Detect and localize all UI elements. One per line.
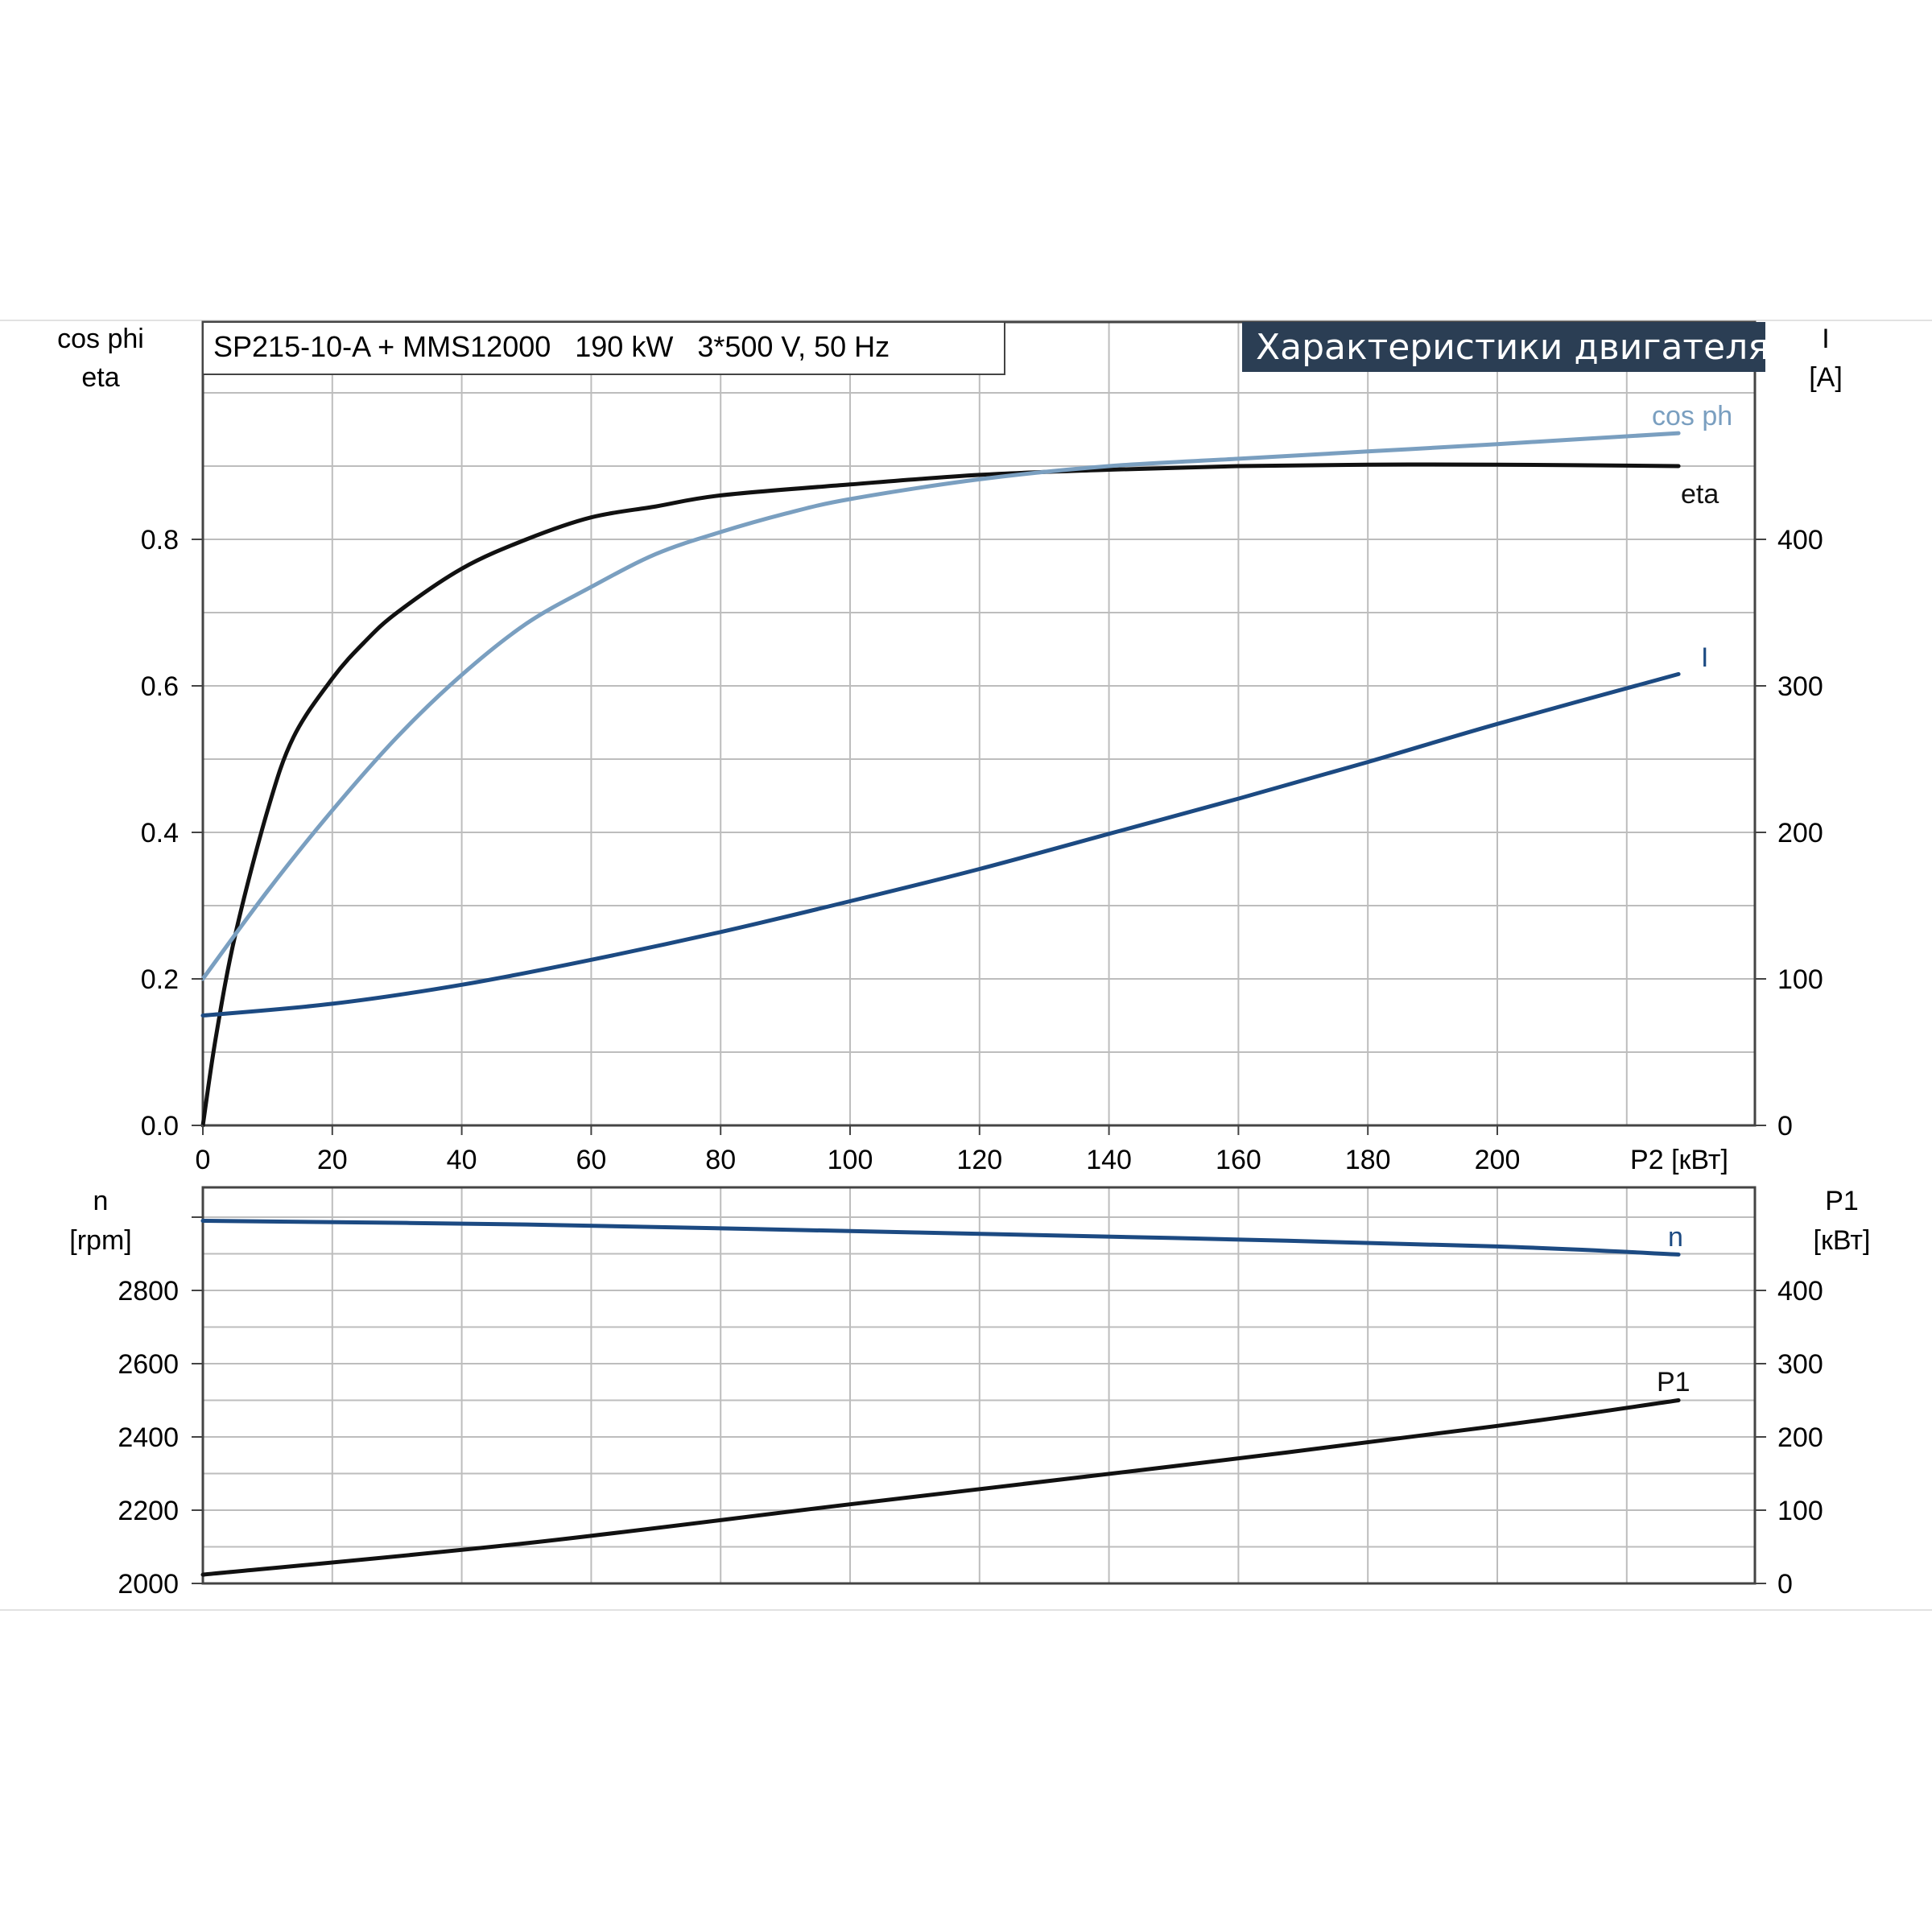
lower-left-tick-label: 2400 — [118, 1422, 179, 1453]
series-label-current: I — [1701, 642, 1708, 673]
upper-left-tick-label: 0.8 — [141, 525, 179, 555]
upper-right-axis-label-1: I — [1822, 324, 1829, 354]
title-badge-text: Характеристики двигателя — [1256, 327, 1769, 368]
upper-right-axis-label-2: [A] — [1809, 362, 1843, 393]
axis-ticks: 0 20 40 60 80 100 120 140 160 180 200 0.0 0.2 0.4 0.6 0… — [118, 525, 1823, 1600]
lower-right-tick-label: 400 — [1777, 1276, 1823, 1307]
lower-right-axis-label-1: P1 — [1825, 1186, 1859, 1216]
series-label-p1: P1 — [1657, 1367, 1690, 1397]
series-label-eta: eta — [1681, 479, 1719, 510]
upper-right-tick-label: 300 — [1777, 671, 1823, 702]
x-tick-label: 20 — [317, 1145, 348, 1175]
lower-left-axis-label-2: [rpm] — [69, 1225, 131, 1256]
x-axis-label: P2 [кВт] — [1630, 1145, 1728, 1175]
x-tick-label: 40 — [447, 1145, 477, 1175]
lower-plot-series — [200, 1219, 1681, 1577]
pump-label: SP215-10-A + MMS12000 190 kW 3*500 V, 50… — [213, 330, 890, 363]
x-tick-label: 0 — [196, 1145, 211, 1175]
series-label-cos-phi: cos ph — [1652, 401, 1732, 431]
upper-left-tick-label: 0.4 — [141, 818, 179, 848]
x-tick-label: 80 — [705, 1145, 736, 1175]
x-tick-label: 100 — [828, 1145, 873, 1175]
x-tick-label: 140 — [1086, 1145, 1132, 1175]
upper-left-tick-label: 0.0 — [141, 1111, 179, 1141]
lower-right-axis-label-2: [кВт] — [1814, 1225, 1871, 1256]
series-label-speed: n — [1668, 1222, 1683, 1253]
x-tick-label: 200 — [1475, 1145, 1521, 1175]
upper-left-axis-label-1: cos phi — [57, 324, 144, 354]
lower-right-tick-label: 300 — [1777, 1349, 1823, 1380]
lower-left-tick-label: 2200 — [118, 1496, 179, 1526]
lower-right-tick-label: 0 — [1777, 1569, 1793, 1600]
upper-right-tick-label: 200 — [1777, 818, 1823, 848]
lower-right-tick-label: 200 — [1777, 1422, 1823, 1453]
pump-label-box — [202, 321, 1005, 375]
series-line-p1 — [200, 1398, 1681, 1577]
lower-left-tick-label: 2000 — [118, 1569, 179, 1600]
upper-left-tick-label: 0.2 — [141, 964, 179, 995]
upper-left-axis-label-2: eta — [81, 362, 119, 393]
series-line-current — [200, 671, 1681, 1018]
lower-left-axis-label-1: n — [93, 1186, 109, 1216]
series-line-cos-phi — [200, 431, 1681, 981]
series-line-speed — [200, 1219, 1681, 1257]
title-badge — [1242, 322, 1765, 372]
upper-right-tick-label: 400 — [1777, 525, 1823, 555]
lower-left-tick-label: 2800 — [118, 1276, 179, 1307]
upper-right-tick-label: 0 — [1777, 1111, 1793, 1141]
lower-plot-frame — [201, 1186, 1757, 1585]
lower-plot-grid — [203, 1187, 1755, 1583]
lower-right-tick-label: 100 — [1777, 1496, 1823, 1526]
lower-left-tick-label: 2600 — [118, 1349, 179, 1380]
upper-left-tick-label: 0.6 — [141, 671, 179, 702]
upper-plot-series — [200, 431, 1681, 1128]
upper-right-tick-label: 100 — [1777, 964, 1823, 995]
x-tick-label: 160 — [1216, 1145, 1261, 1175]
series-line-eta — [200, 462, 1681, 1128]
x-tick-label: 60 — [576, 1145, 606, 1175]
x-tick-label: 120 — [956, 1145, 1002, 1175]
x-tick-label: 180 — [1345, 1145, 1391, 1175]
